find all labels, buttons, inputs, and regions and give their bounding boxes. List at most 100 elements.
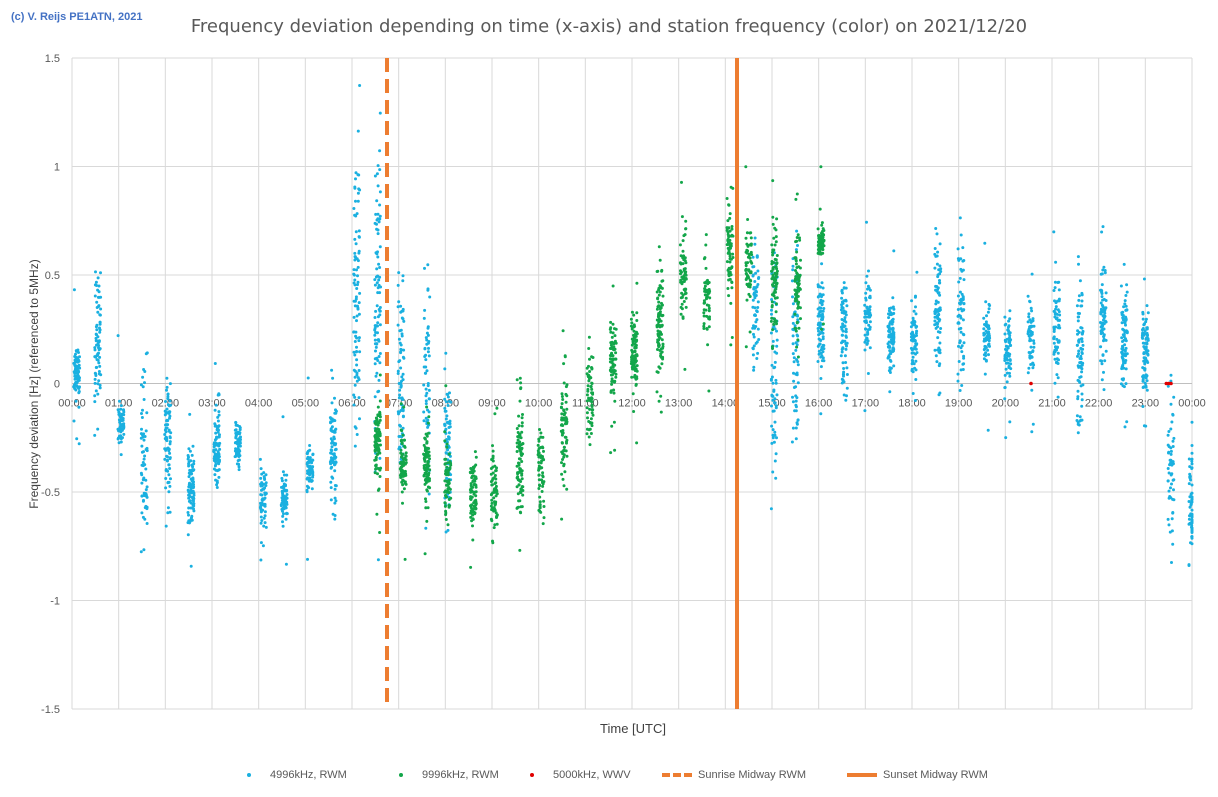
data-point — [373, 283, 377, 287]
data-point — [426, 506, 430, 510]
data-point — [190, 453, 194, 457]
data-point — [1102, 316, 1106, 320]
data-point — [754, 271, 758, 275]
data-point — [1028, 355, 1032, 359]
data-point — [657, 286, 661, 290]
data-point — [374, 444, 378, 448]
data-point — [540, 459, 544, 463]
legend-item-4996[interactable]: 4996kHz, RWM — [232, 769, 347, 781]
data-point — [867, 323, 871, 327]
data-point — [1003, 359, 1007, 362]
data-point — [590, 355, 594, 359]
data-point — [423, 471, 427, 475]
data-point — [443, 501, 447, 505]
data-point — [1169, 452, 1173, 456]
data-point — [541, 484, 545, 488]
data-point — [443, 504, 447, 508]
data-point — [473, 477, 477, 481]
data-point — [448, 391, 451, 395]
data-point — [1121, 340, 1124, 343]
data-point — [819, 309, 823, 313]
data-point — [353, 304, 357, 308]
legend-item-9996[interactable]: 9996kHz, RWM — [384, 769, 499, 781]
data-point — [515, 378, 519, 382]
data-point — [791, 268, 795, 272]
data-point — [749, 283, 752, 287]
data-point — [635, 311, 639, 315]
data-point — [632, 336, 636, 340]
data-point — [1190, 512, 1194, 516]
data-point — [748, 271, 752, 275]
data-point — [1099, 272, 1103, 276]
x-tick-label: 21:00 — [1038, 398, 1066, 410]
data-point — [306, 476, 310, 480]
data-point — [356, 274, 359, 278]
data-point — [867, 286, 871, 290]
data-point — [1141, 332, 1145, 336]
data-point — [263, 521, 267, 525]
data-point — [1076, 389, 1080, 393]
data-point — [610, 424, 614, 428]
data-point — [521, 413, 524, 416]
data-point — [986, 348, 990, 352]
data-point — [817, 247, 821, 251]
data-point — [1145, 304, 1149, 308]
data-point — [984, 358, 988, 362]
data-point — [378, 203, 382, 207]
data-point — [358, 84, 362, 87]
data-point — [563, 354, 567, 358]
data-point — [165, 459, 169, 463]
legend-item-5000[interactable]: 5000kHz, WWV — [515, 769, 631, 781]
data-point — [796, 355, 800, 359]
data-point — [377, 378, 381, 382]
data-point — [744, 264, 748, 268]
data-point — [775, 338, 779, 342]
data-point — [1120, 365, 1124, 369]
data-point — [1122, 385, 1126, 389]
data-point — [1145, 379, 1149, 383]
data-point — [94, 325, 98, 329]
data-point — [683, 289, 687, 293]
data-point — [1099, 312, 1103, 316]
data-point — [470, 489, 474, 493]
data-point — [772, 322, 776, 326]
data-point — [377, 278, 381, 282]
data-point — [217, 410, 221, 414]
data-point — [422, 419, 426, 423]
data-point — [188, 412, 192, 416]
data-point — [427, 397, 431, 401]
data-point — [234, 447, 238, 451]
data-point — [1168, 530, 1172, 534]
data-point — [911, 355, 915, 359]
legend-label-5000: 5000kHz, WWV — [553, 769, 631, 781]
data-point — [791, 426, 795, 430]
data-point — [822, 233, 826, 237]
data-point — [141, 461, 145, 464]
data-point — [373, 333, 377, 337]
data-point — [1027, 366, 1031, 370]
data-point — [516, 505, 520, 509]
data-point — [1032, 339, 1036, 343]
data-point — [657, 335, 661, 339]
copyright-label: (c) V. Reijs PE1ATN, 2021 — [11, 11, 143, 23]
data-point — [330, 445, 334, 449]
data-point — [773, 243, 777, 247]
data-point — [844, 347, 848, 351]
data-point — [516, 438, 520, 442]
data-point — [822, 307, 826, 310]
data-point — [707, 306, 711, 310]
data-point — [757, 277, 760, 280]
legend-item-sunrise[interactable]: Sunrise Midway RWM — [660, 769, 806, 781]
data-point — [217, 393, 221, 397]
data-point — [987, 307, 991, 311]
data-point — [377, 447, 380, 451]
data-point — [610, 354, 614, 358]
data-point — [517, 457, 521, 461]
data-point — [818, 342, 822, 346]
data-point — [704, 233, 708, 237]
data-point — [520, 454, 523, 457]
data-point — [797, 274, 801, 278]
data-point — [280, 501, 284, 505]
legend-item-sunset[interactable]: Sunset Midway RWM — [845, 769, 988, 781]
data-point — [1100, 324, 1104, 328]
